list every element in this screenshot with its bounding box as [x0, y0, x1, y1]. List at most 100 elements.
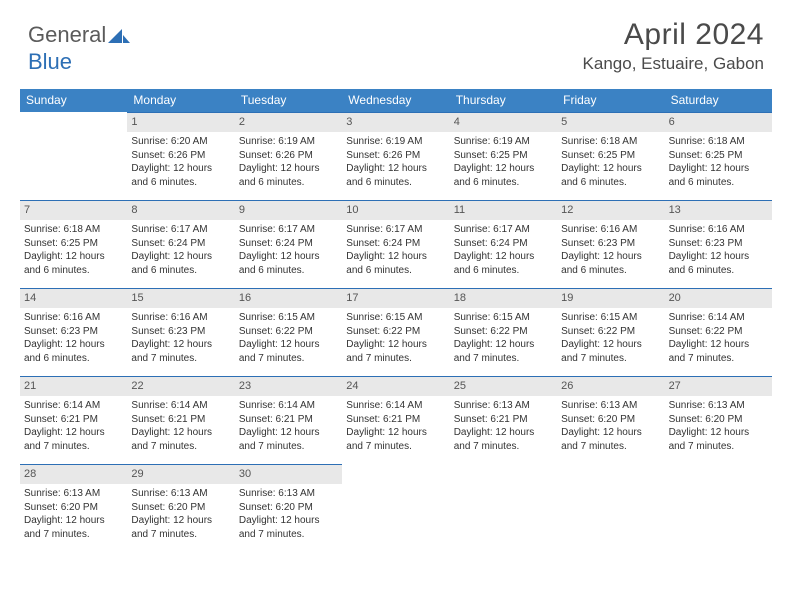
day-number: 19 [557, 288, 664, 308]
sunrise-text: Sunrise: 6:20 AM [131, 135, 230, 149]
day-cell: 11Sunrise: 6:17 AMSunset: 6:24 PMDayligh… [450, 200, 557, 288]
day-cell: 9 Sunrise: 6:17 AMSunset: 6:24 PMDaylight… [235, 200, 342, 288]
day-number: 15 [127, 288, 234, 308]
day-cell: 17Sunrise: 6:15 AMSunset: 6:22 PMDayligh… [342, 288, 449, 376]
week-row: 14Sunrise: 6:16 AMSunset: 6:23 PMDayligh… [20, 288, 772, 376]
day-number: 10 [342, 200, 449, 220]
day-cell: 6Sunrise: 6:18 AMSunset: 6:25 PMDaylight… [665, 112, 772, 200]
daylight-text: Daylight: 12 hours and 7 minutes. [131, 514, 230, 541]
week-row: 7Sunrise: 6:18 AMSunset: 6:25 PMDaylight… [20, 200, 772, 288]
day-number: 5 [557, 112, 664, 132]
week-row: 21Sunrise: 6:14 AMSunset: 6:21 PMDayligh… [20, 376, 772, 464]
sunset-text: Sunset: 6:21 PM [454, 413, 553, 427]
day-cell: 24Sunrise: 6:14 AMSunset: 6:21 PMDayligh… [342, 376, 449, 464]
sunset-text: Sunset: 6:20 PM [131, 501, 230, 515]
calendar: SundayMondayTuesdayWednesdayThursdayFrid… [20, 89, 772, 552]
empty-cell [665, 464, 772, 552]
logo: GeneralBlue [28, 18, 130, 75]
sunset-text: Sunset: 6:21 PM [24, 413, 123, 427]
daylight-text: Daylight: 12 hours and 7 minutes. [454, 338, 553, 365]
dow-cell: Friday [557, 89, 664, 112]
sunrise-text: Sunrise: 6:14 AM [346, 399, 445, 413]
sunrise-text: Sunrise: 6:19 AM [346, 135, 445, 149]
daylight-text: Daylight: 12 hours and 7 minutes. [24, 514, 123, 541]
daylight-text: Daylight: 12 hours and 6 minutes. [131, 250, 230, 277]
sunset-text: Sunset: 6:21 PM [131, 413, 230, 427]
day-number: 20 [665, 288, 772, 308]
day-cell: 23Sunrise: 6:14 AMSunset: 6:21 PMDayligh… [235, 376, 342, 464]
page-title: April 2024 [583, 18, 764, 52]
day-cell: 16Sunrise: 6:15 AMSunset: 6:22 PMDayligh… [235, 288, 342, 376]
day-cell: 19Sunrise: 6:15 AMSunset: 6:22 PMDayligh… [557, 288, 664, 376]
daylight-text: Daylight: 12 hours and 7 minutes. [346, 426, 445, 453]
day-cell: 8Sunrise: 6:17 AMSunset: 6:24 PMDaylight… [127, 200, 234, 288]
daylight-text: Daylight: 12 hours and 6 minutes. [346, 162, 445, 189]
sunrise-text: Sunrise: 6:13 AM [561, 399, 660, 413]
daylight-text: Daylight: 12 hours and 7 minutes. [669, 426, 768, 453]
sunrise-text: Sunrise: 6:14 AM [131, 399, 230, 413]
daylight-text: Daylight: 12 hours and 6 minutes. [24, 338, 123, 365]
day-cell: 13Sunrise: 6:16 AMSunset: 6:23 PMDayligh… [665, 200, 772, 288]
day-number: 17 [342, 288, 449, 308]
day-number: 14 [20, 288, 127, 308]
day-cell: 15Sunrise: 6:16 AMSunset: 6:23 PMDayligh… [127, 288, 234, 376]
day-number: 22 [127, 376, 234, 396]
day-cell: 28Sunrise: 6:13 AMSunset: 6:20 PMDayligh… [20, 464, 127, 552]
day-cell: 5Sunrise: 6:18 AMSunset: 6:25 PMDaylight… [557, 112, 664, 200]
sunset-text: Sunset: 6:20 PM [24, 501, 123, 515]
sunset-text: Sunset: 6:23 PM [24, 325, 123, 339]
daylight-text: Daylight: 12 hours and 7 minutes. [131, 426, 230, 453]
day-number: 16 [235, 288, 342, 308]
sunset-text: Sunset: 6:26 PM [239, 149, 338, 163]
sunrise-text: Sunrise: 6:13 AM [454, 399, 553, 413]
sunrise-text: Sunrise: 6:19 AM [239, 135, 338, 149]
sunset-text: Sunset: 6:20 PM [669, 413, 768, 427]
day-cell: 29Sunrise: 6:13 AMSunset: 6:20 PMDayligh… [127, 464, 234, 552]
day-cell: 1Sunrise: 6:20 AMSunset: 6:26 PMDaylight… [127, 112, 234, 200]
daylight-text: Daylight: 12 hours and 7 minutes. [561, 426, 660, 453]
day-number: 13 [665, 200, 772, 220]
sunrise-text: Sunrise: 6:16 AM [24, 311, 123, 325]
day-number: 30 [235, 464, 342, 484]
day-cell: 25 Sunrise: 6:13 AMSunset: 6:21 PMDayligh… [450, 376, 557, 464]
dow-cell: Tuesday [235, 89, 342, 112]
sunset-text: Sunset: 6:24 PM [239, 237, 338, 251]
dow-cell: Wednesday [342, 89, 449, 112]
day-cell: 26Sunrise: 6:13 AMSunset: 6:20 PMDayligh… [557, 376, 664, 464]
daylight-text: Daylight: 12 hours and 7 minutes. [239, 338, 338, 365]
day-number: 7 [20, 200, 127, 220]
header: GeneralBlue April 2024 Kango, Estuaire, … [0, 0, 792, 83]
day-cell: 14 Sunrise: 6:16 AMSunset: 6:23 PMDayligh… [20, 288, 127, 376]
empty-cell [20, 112, 127, 200]
day-number: 9 [235, 200, 342, 220]
day-number: 28 [20, 464, 127, 484]
daylight-text: Daylight: 12 hours and 6 minutes. [561, 162, 660, 189]
dow-cell: Monday [127, 89, 234, 112]
day-cell: 7Sunrise: 6:18 AMSunset: 6:25 PMDaylight… [20, 200, 127, 288]
logo-word2: Blue [28, 49, 72, 74]
sunset-text: Sunset: 6:24 PM [346, 237, 445, 251]
day-cell: 22 Sunrise: 6:14 AMSunset: 6:21 PMDayligh… [127, 376, 234, 464]
sunrise-text: Sunrise: 6:15 AM [454, 311, 553, 325]
sunset-text: Sunset: 6:25 PM [24, 237, 123, 251]
logo-text: GeneralBlue [28, 22, 130, 75]
daylight-text: Daylight: 12 hours and 7 minutes. [454, 426, 553, 453]
day-number: 2 [235, 112, 342, 132]
daylight-text: Daylight: 12 hours and 6 minutes. [346, 250, 445, 277]
sunset-text: Sunset: 6:22 PM [669, 325, 768, 339]
daylight-text: Daylight: 12 hours and 7 minutes. [131, 338, 230, 365]
day-number: 25 [450, 376, 557, 396]
sunrise-text: Sunrise: 6:13 AM [131, 487, 230, 501]
sunrise-text: Sunrise: 6:17 AM [239, 223, 338, 237]
day-number: 4 [450, 112, 557, 132]
sunrise-text: Sunrise: 6:14 AM [239, 399, 338, 413]
sunset-text: Sunset: 6:23 PM [131, 325, 230, 339]
daylight-text: Daylight: 12 hours and 6 minutes. [239, 250, 338, 277]
weeks-container: 1Sunrise: 6:20 AMSunset: 6:26 PMDaylight… [20, 112, 772, 552]
sunrise-text: Sunrise: 6:13 AM [669, 399, 768, 413]
sunrise-text: Sunrise: 6:14 AM [669, 311, 768, 325]
sunset-text: Sunset: 6:25 PM [454, 149, 553, 163]
sunrise-text: Sunrise: 6:16 AM [561, 223, 660, 237]
daylight-text: Daylight: 12 hours and 7 minutes. [669, 338, 768, 365]
day-cell: 18Sunrise: 6:15 AMSunset: 6:22 PMDayligh… [450, 288, 557, 376]
